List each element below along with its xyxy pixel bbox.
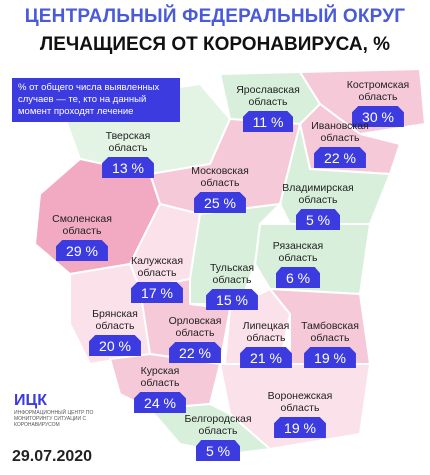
region-name: Московская область [191,165,249,189]
title: ЦЕНТРАЛЬНЫЙ ФЕДЕРАЛЬНЫЙ ОКРУГ [24,6,406,27]
region-label: Воронежская область 19 % [240,390,360,438]
region-label: Курская область 24 % [100,365,220,413]
region-label: Тульская область 15 % [172,262,292,310]
region-value: 29 % [56,240,108,261]
region-label: Ивановская область 22 % [280,120,400,168]
region-name: Владимирская область [282,182,354,206]
subtitle: ЛЕЧАЩИЕСЯ ОТ КОРОНАВИРУСА, % [39,34,391,55]
logo-caption: Информационный центр по мониторингу ситу… [14,410,94,428]
region-name: Тульская область [209,262,255,286]
region-name: Ивановская область [311,120,369,144]
region-value: 5 % [295,209,341,230]
region-label: Тамбовская область 19 % [270,320,390,368]
region-name: Липецкая область [242,320,290,344]
region-name: Орловская область [168,315,222,339]
region-label: Костромская область 30 % [318,79,430,127]
legend-note: % от общего числа выявленных случаев — т… [12,78,180,122]
date: 29.07.2020 [12,448,93,465]
region-value: 17 % [131,282,183,303]
region-name: Тверская область [105,130,151,154]
region-value: 21 % [240,347,292,368]
region-name: Тамбовская область [301,320,359,344]
region-name: Курская область [140,365,180,389]
region-label: Рязанская область 6 % [238,240,358,288]
logo: ИЦК Информационный центр по мониторингу … [14,392,104,428]
region-label: Брянская область 20 % [55,308,175,356]
region-label: Владимирская область 5 % [258,182,378,230]
region-value: 5 % [195,440,241,461]
region-name: Калужская область [130,255,184,279]
region-value: 24 % [134,392,186,413]
region-value: 11 % [242,111,294,132]
region-name: Смоленская область [52,213,112,237]
region-value: 20 % [89,335,141,356]
region-name: Рязанская область [272,240,324,264]
region-name: Воронежская область [267,390,333,414]
region-value: 22 % [169,342,221,363]
region-value: 15 % [206,289,258,310]
region-name: Брянская область [92,308,138,332]
region-name: Костромская область [346,79,410,103]
region-label: Ярославская область 11 % [208,84,328,132]
region-label: Московская область 25 % [160,165,280,213]
region-value: 6 % [275,267,321,288]
region-label: Калужская область 17 % [97,255,217,303]
region-label: Белгородская область 5 % [158,413,278,461]
region-value: 30 % [352,106,404,127]
region-name: Ярославская область [236,84,300,108]
region-value: 13 % [102,157,154,178]
region-value: 19 % [274,417,326,438]
map [33,67,427,454]
region-label: Орловская область 22 % [135,315,255,363]
region-value: 19 % [304,347,356,368]
region-label: Липецкая область 21 % [206,320,326,368]
region-label: Смоленская область 29 % [22,213,142,261]
region-name: Белгородская область [184,413,252,437]
region-shape [147,402,273,454]
region-value: 22 % [314,147,366,168]
logo-name: ИЦК [14,392,47,409]
region-value: 25 % [194,192,246,213]
region-label: Тверская область 13 % [68,130,188,178]
